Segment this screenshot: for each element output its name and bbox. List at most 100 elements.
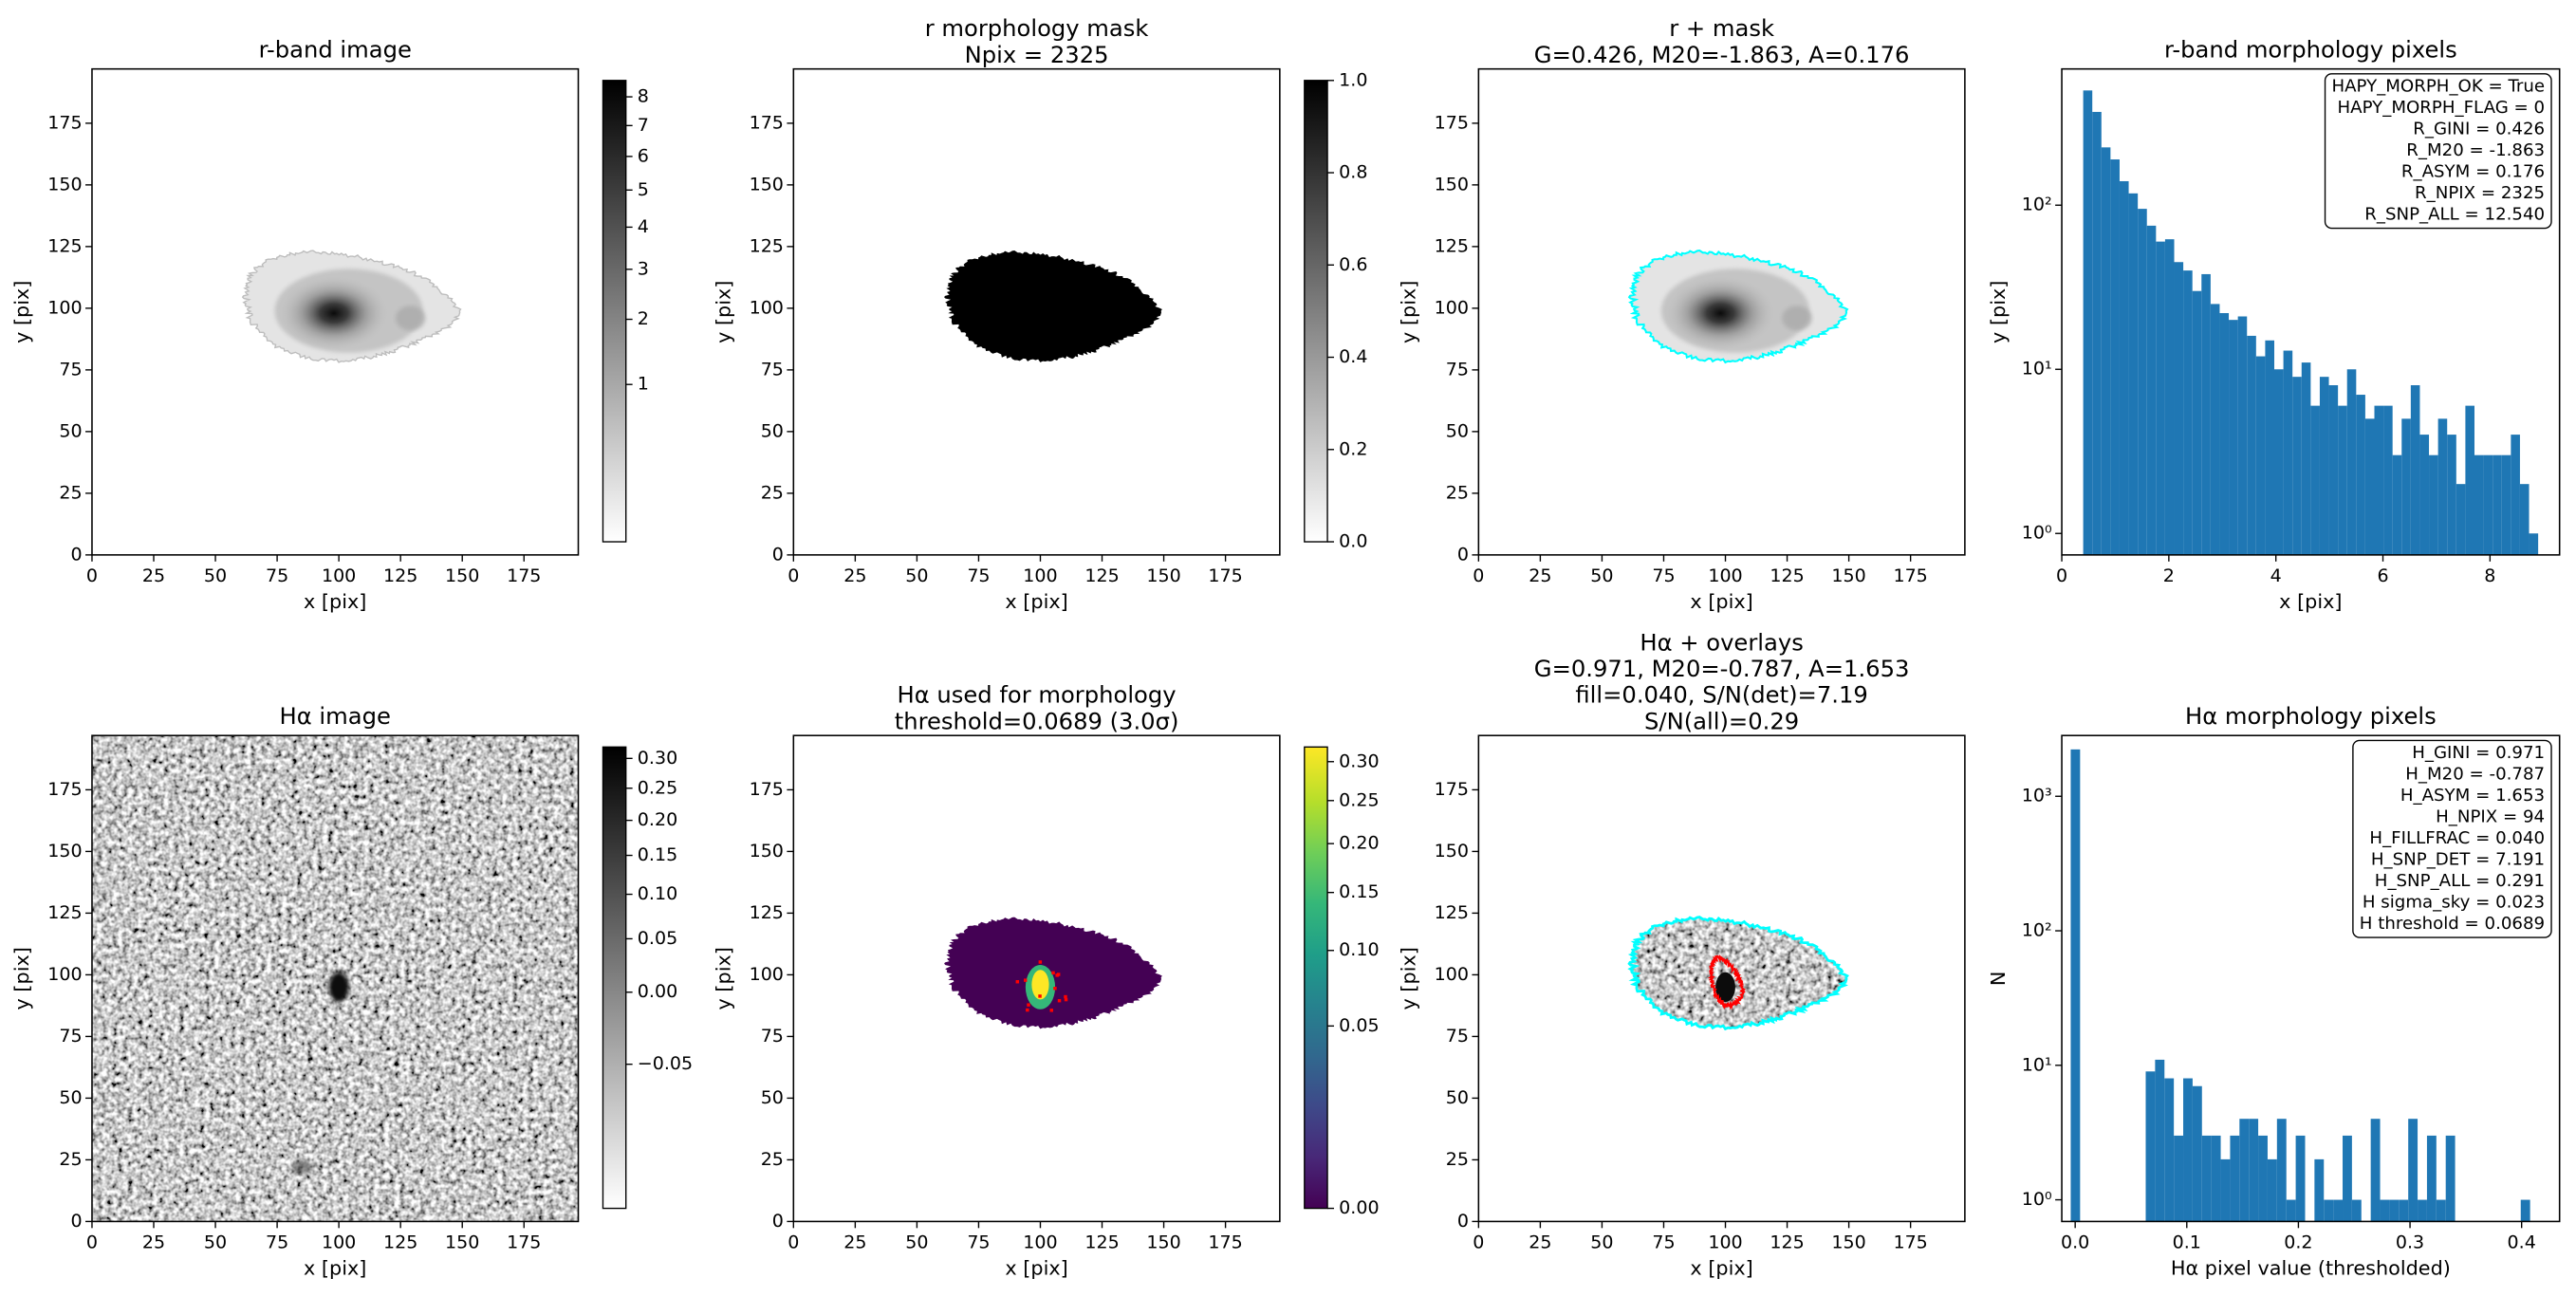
x-tick-label: 0.0 [2061,1232,2089,1252]
y-tick-label: 10¹ [2022,1054,2052,1075]
chart-title: r + mask [1669,15,1774,42]
y-tick-label: 0 [1457,1211,1469,1232]
histogram-bar [2110,159,2120,555]
colorbar [602,746,627,1210]
histogram-bar [2155,1059,2165,1222]
annotation-text: H_SNP_ALL = 0.291 [2375,871,2545,891]
y-tick-label: 25 [59,482,82,503]
x-tick-label: 6 [2377,565,2388,586]
histogram-bar [2183,1078,2193,1222]
galaxy-knot [1782,306,1812,331]
histogram-bar [2343,1135,2352,1222]
x-tick-label: 150 [1831,1232,1865,1252]
galaxy-core [279,276,389,351]
histogram-bar [2511,435,2520,555]
histogram-bar [2156,241,2165,555]
y-tick-label: 125 [47,235,82,256]
histogram-bar [2370,1119,2381,1222]
annotation-text: R_SNP_ALL = 12.540 [2364,205,2545,225]
colorbar-tick-label: 0.05 [638,928,677,949]
annotation-text: H_GINI = 0.971 [2412,743,2545,763]
annotation-text: HAPY_MORPH_FLAG = 0 [2338,98,2546,118]
histogram-bar [2201,1135,2212,1222]
histogram-bar [2237,316,2248,555]
plot-area [1478,735,1965,1222]
y-tick-label: 25 [1446,1149,1469,1170]
y-tick-label: 100 [1435,964,1469,985]
colorbar-tick-label: 0.10 [638,883,677,904]
y-tick-label: 25 [59,1149,82,1170]
panel: 0 25 50 75 100 125 150 1750255075100125150175x … [1398,629,1966,1280]
histogram-bar [2210,304,2220,555]
x-tick-label: 100 [1708,565,1742,586]
histogram-bar [2493,454,2502,555]
colorbar-tick-label: 0.30 [638,748,677,769]
colorbar [1304,746,1328,1210]
annotation-text: H_ASYM = 1.653 [2400,786,2545,806]
chart-title: r morphology mask [925,15,1149,42]
colorbar-tick-label: 0.20 [638,809,677,830]
colorbar-tick-label: 0.15 [1339,881,1379,902]
annotation-text: R_ASYM = 0.176 [2401,162,2545,182]
histogram-bar [2255,356,2266,555]
histogram-bar [2119,180,2129,555]
x-tick-label: 125 [383,565,417,586]
axes-frame [1477,734,1966,1223]
histogram-bar [2083,90,2093,555]
histogram-bar [2351,1199,2362,1222]
x-tick-label: 0 [2056,565,2067,586]
panel: 0 2 4 6 8 10⁰ 10¹ 10² x [pix] y [pix] r-band morph… [1987,37,2561,613]
x-tick-label: 50 [1590,1232,1613,1252]
histogram-bar [2201,273,2211,555]
y-tick-label: 10⁰ [2022,1189,2052,1210]
y-tick-label: 150 [47,841,82,862]
panel: 0 25 50 75 100 125 150 1750255075100125150175x … [10,37,649,613]
x-tick-label: 175 [1208,565,1242,586]
x-tick-label: 0 [86,1232,98,1252]
y-tick-label: 75 [59,1026,82,1047]
x-tick-label: 75 [967,1232,990,1252]
chart-title: Hα morphology pixels [2185,703,2437,730]
chart-title: r-band image [259,37,412,64]
histogram-bar [2183,270,2193,555]
annotation-text: R_NPIX = 2325 [2415,183,2545,203]
y-tick-label: 0 [772,544,784,565]
detected-pixel [1053,986,1057,991]
y-tick-label: 10⁰ [2022,523,2052,544]
y-tick-label: 50 [1446,420,1469,441]
histogram-bar [2380,1199,2390,1222]
histogram-bar [2426,1135,2437,1222]
plot-area [793,68,1280,555]
axes-frame [2061,734,2561,1223]
y-tick-label: 10² [2022,195,2052,215]
detected-pixel [1049,1009,1053,1012]
y-tick-label: 100 [750,964,784,985]
x-tick-label: 8 [2484,565,2495,586]
x-tick-label: 4 [2270,565,2282,586]
x-axis-label: x [pix] [1005,1257,1067,1280]
histogram-bar [2410,385,2420,555]
colorbar-tick-label: 1 [638,374,649,395]
x-tick-label: 50 [204,565,227,586]
histogram-bar [2211,1135,2221,1222]
colorbar-tick-label: 5 [638,179,649,200]
colorbar-tick-label: 3 [638,258,649,279]
x-tick-label: 0.1 [2173,1232,2201,1252]
colorbar-tick-label: 0.05 [1339,1015,1379,1036]
chart-title: Npix = 2325 [965,42,1109,68]
x-tick-label: 75 [967,565,990,586]
histogram-bar [2145,1071,2156,1222]
y-tick-label: 75 [59,359,82,380]
histogram-bar [2319,377,2329,555]
histogram-bar [2418,1199,2427,1222]
annotation-text: H_FILLFRAC = 0.040 [2369,828,2545,848]
x-tick-label: 0.2 [2284,1232,2312,1252]
histogram-bar [2338,405,2347,555]
y-axis-label: y [pix] [1398,281,1420,343]
histogram-bar [2445,1135,2456,1222]
y-tick-label: 150 [750,841,784,862]
x-tick-label: 125 [383,1232,417,1252]
x-tick-label: 125 [1084,565,1119,586]
x-tick-label: 100 [322,1232,356,1252]
x-tick-label: 25 [1529,1232,1551,1252]
